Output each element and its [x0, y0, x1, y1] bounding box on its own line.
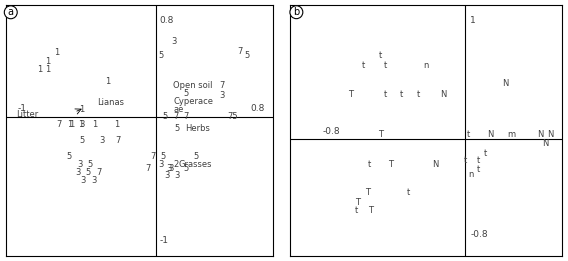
Text: 7: 7 — [183, 112, 189, 121]
Text: 1: 1 — [37, 66, 43, 74]
Text: N: N — [440, 91, 446, 99]
Text: T: T — [365, 188, 370, 197]
Text: T: T — [378, 130, 383, 139]
Text: 1: 1 — [78, 120, 83, 128]
Text: Open soil: Open soil — [173, 81, 213, 90]
Text: t: t — [477, 156, 481, 165]
Text: t: t — [383, 61, 387, 70]
Text: T: T — [348, 91, 353, 99]
Text: t: t — [467, 130, 470, 139]
Text: 1: 1 — [45, 57, 51, 66]
Text: N: N — [432, 160, 438, 169]
Text: 0.8: 0.8 — [250, 104, 265, 114]
Text: N: N — [542, 139, 549, 149]
Text: 3: 3 — [165, 171, 170, 180]
Text: 3: 3 — [168, 164, 174, 173]
Text: 3: 3 — [77, 159, 82, 169]
Text: Grasses: Grasses — [178, 159, 212, 169]
Text: T: T — [389, 160, 394, 169]
Text: 3: 3 — [100, 136, 105, 145]
Text: 5: 5 — [183, 89, 189, 98]
Text: 1: 1 — [54, 48, 59, 57]
Text: t: t — [400, 91, 403, 99]
Text: 3: 3 — [76, 168, 81, 177]
Text: 1: 1 — [114, 120, 119, 128]
Text: ae: ae — [173, 105, 184, 114]
Text: Cyperace: Cyperace — [173, 97, 214, 106]
Text: 5: 5 — [87, 159, 92, 169]
Text: Herbs: Herbs — [185, 124, 210, 133]
Text: -0.8: -0.8 — [470, 230, 488, 239]
Text: b: b — [293, 7, 299, 17]
Text: 1: 1 — [69, 120, 74, 128]
Text: N: N — [502, 79, 508, 88]
Text: 7: 7 — [237, 47, 243, 56]
Text: 7: 7 — [96, 168, 101, 177]
Text: 5: 5 — [162, 112, 168, 121]
Text: t: t — [477, 165, 481, 174]
Text: t: t — [463, 156, 467, 165]
Text: t: t — [368, 160, 371, 169]
Text: -1: -1 — [160, 236, 169, 245]
Text: 5: 5 — [175, 124, 180, 133]
Text: 7: 7 — [115, 136, 120, 145]
Text: 5: 5 — [80, 136, 85, 145]
Text: 7: 7 — [145, 164, 151, 173]
Text: T: T — [368, 206, 373, 215]
Text: 3: 3 — [166, 164, 171, 173]
Text: 7: 7 — [219, 81, 224, 90]
Text: T: T — [355, 198, 360, 207]
Text: m: m — [507, 130, 515, 139]
Text: 5: 5 — [245, 51, 250, 60]
Text: 3: 3 — [158, 159, 164, 169]
Text: 75: 75 — [227, 112, 237, 121]
Text: t: t — [407, 188, 410, 197]
Text: 5: 5 — [66, 152, 72, 162]
Text: 3: 3 — [219, 91, 224, 100]
Text: 3: 3 — [91, 176, 96, 185]
Text: 1: 1 — [45, 66, 51, 74]
Text: n: n — [424, 61, 429, 70]
Text: 1: 1 — [105, 77, 110, 86]
Text: t: t — [378, 51, 382, 60]
Text: t: t — [417, 91, 420, 99]
Text: N: N — [537, 130, 544, 139]
Text: -0.8: -0.8 — [323, 127, 340, 136]
Text: 7: 7 — [57, 120, 62, 128]
Text: n: n — [469, 170, 474, 179]
Text: t: t — [362, 61, 365, 70]
Text: 3: 3 — [81, 176, 86, 185]
Text: a: a — [8, 7, 14, 17]
Text: t: t — [355, 206, 358, 215]
Text: t: t — [484, 149, 487, 158]
Text: 7: 7 — [151, 152, 156, 162]
Text: 0.8: 0.8 — [160, 16, 174, 25]
Text: 5: 5 — [161, 152, 166, 162]
Text: 1: 1 — [80, 105, 85, 114]
Text: 1: 1 — [66, 120, 72, 128]
Text: 5: 5 — [194, 152, 199, 162]
Text: N: N — [547, 130, 554, 139]
Text: 1: 1 — [92, 120, 97, 128]
Text: t: t — [383, 91, 387, 99]
Text: 3: 3 — [80, 120, 85, 128]
Text: Lianas: Lianas — [97, 98, 124, 107]
Text: 7: 7 — [173, 112, 179, 121]
Text: 5: 5 — [158, 51, 164, 60]
Text: 2: 2 — [173, 159, 179, 169]
Text: 5: 5 — [86, 168, 91, 177]
Text: 3: 3 — [171, 37, 176, 46]
Text: 1: 1 — [470, 16, 476, 25]
Text: N: N — [487, 130, 494, 139]
Text: 3: 3 — [175, 171, 180, 180]
Text: 5: 5 — [183, 164, 189, 173]
Text: -1: -1 — [18, 104, 27, 114]
Text: Litter: Litter — [16, 110, 38, 119]
